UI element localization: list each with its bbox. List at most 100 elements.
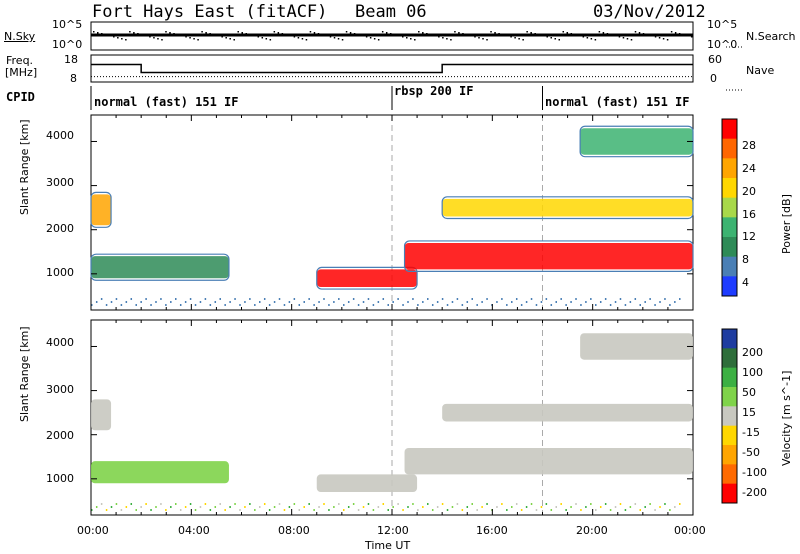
power-colorbar-cell — [722, 158, 737, 179]
velocity-speckle — [115, 503, 118, 505]
velocity-speckle — [446, 509, 449, 511]
noise-point — [345, 31, 348, 33]
velocity-speckle — [530, 503, 533, 505]
noise-point — [141, 34, 143, 36]
velocity-scale-tick: -100 — [742, 466, 767, 479]
noise-point — [626, 38, 629, 40]
noise-point — [393, 34, 396, 36]
power-speckle — [619, 298, 622, 300]
noise-point — [317, 33, 320, 35]
noise-point — [173, 33, 175, 35]
freq-panel-frame — [90, 54, 694, 83]
power-speckle — [155, 301, 157, 303]
velocity-speckle — [634, 503, 637, 505]
nave-tick-bottom: 0 — [710, 72, 717, 85]
power-speckle — [580, 304, 582, 306]
power-speckle — [283, 304, 286, 306]
noise-point — [337, 38, 340, 40]
noise-point — [554, 38, 556, 40]
power-echo-region — [580, 128, 693, 155]
power-speckle — [130, 298, 133, 300]
radar-title: Fort Hays East (fitACF) — [92, 2, 328, 22]
velocity-speckle — [308, 503, 310, 505]
velocity-echo-region — [442, 403, 693, 422]
power-echo-region — [442, 198, 693, 217]
noise-point — [482, 38, 484, 40]
noise-point — [149, 36, 151, 38]
power-speckle — [520, 304, 523, 306]
noise-point — [606, 33, 609, 35]
noise-point — [321, 34, 324, 36]
power-speckle — [229, 301, 231, 303]
noise-point — [646, 34, 649, 36]
noise-point — [205, 32, 207, 34]
power-speckle — [441, 298, 444, 300]
noise-point — [650, 35, 653, 37]
velocity-colorbar-cell — [722, 406, 737, 427]
date-title: 03/Nov/2012 — [593, 2, 706, 22]
noise-point — [642, 33, 645, 35]
power-scale-tick: 28 — [742, 139, 756, 152]
power-speckle — [555, 301, 557, 303]
power-speckle — [184, 301, 187, 303]
power-speckle — [570, 301, 572, 303]
velocity-speckle — [555, 506, 557, 508]
velocity-speckle — [431, 509, 434, 511]
power-speckle — [249, 298, 251, 300]
power-speckle — [308, 298, 310, 300]
noise-point — [277, 32, 280, 34]
velocity-speckle — [333, 506, 335, 508]
noise-point — [550, 37, 552, 39]
velocity-speckle — [585, 506, 587, 508]
power-echo-edge — [90, 253, 230, 281]
noise-point — [189, 37, 191, 39]
velocity-colorbar-cell — [722, 464, 737, 485]
power-speckle — [278, 298, 281, 300]
power-speckle — [170, 301, 172, 303]
power-speckle — [91, 304, 93, 306]
power-speckle — [481, 301, 483, 303]
power-scale-tick: 24 — [742, 162, 756, 175]
power-speckle — [362, 301, 365, 303]
velocity-speckle — [674, 506, 676, 508]
noise-point — [654, 36, 657, 38]
noise-point — [125, 39, 127, 41]
power-speckle — [585, 301, 587, 303]
power-speckle — [545, 298, 548, 300]
power-speckle — [224, 304, 226, 306]
noise-point — [562, 31, 565, 33]
power-speckle — [530, 298, 533, 300]
velocity-speckle — [120, 509, 123, 511]
velocity-ytick: 3000 — [46, 383, 74, 396]
power-speckle — [382, 298, 385, 300]
power-scale-tick: 8 — [742, 253, 749, 266]
noise-point — [454, 31, 456, 33]
noise-point — [301, 38, 304, 40]
noise-point — [442, 37, 444, 39]
velocity-echo-region — [91, 399, 112, 431]
noise-point — [361, 35, 364, 37]
power-speckle — [254, 304, 256, 306]
velocity-speckle — [397, 503, 399, 505]
noise-point — [518, 38, 520, 40]
velocity-speckle — [451, 506, 454, 508]
power-echo-edge — [441, 196, 694, 220]
velocity-speckle — [239, 509, 241, 511]
velocity-speckle — [644, 506, 646, 508]
power-speckle — [175, 298, 177, 300]
noise-point — [670, 31, 673, 33]
velocity-speckle — [599, 506, 602, 508]
power-speckle — [654, 304, 656, 306]
power-ytick: 2000 — [46, 222, 74, 235]
power-speckle — [659, 301, 661, 303]
noise-point — [121, 38, 123, 40]
power-speckle — [244, 301, 246, 303]
noise-point — [313, 32, 316, 34]
noise-point — [389, 33, 392, 35]
noise-point — [117, 37, 119, 39]
power-speckle — [204, 298, 207, 300]
noise-point — [349, 32, 352, 34]
power-speckle — [110, 301, 113, 303]
noise-point — [273, 31, 276, 33]
power-speckle — [145, 298, 147, 300]
